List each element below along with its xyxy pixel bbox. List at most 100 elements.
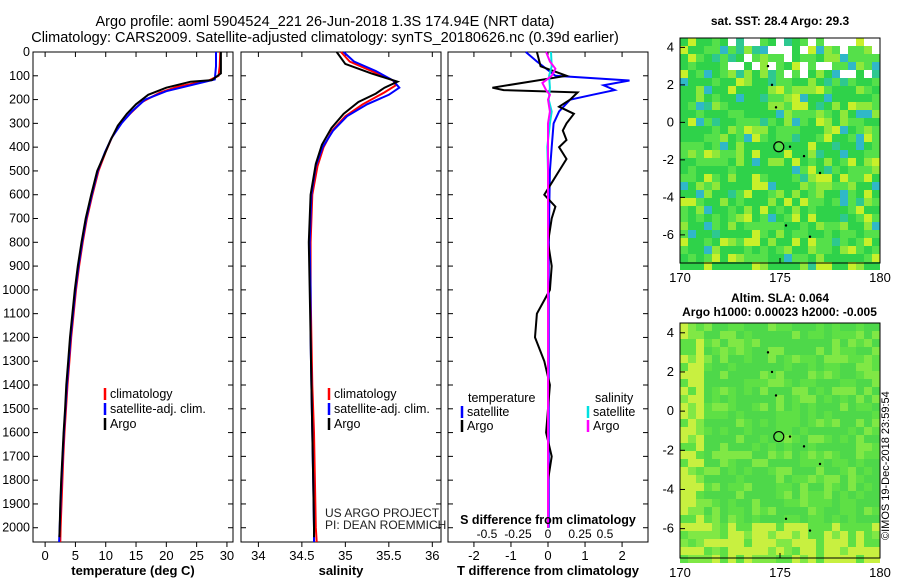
map-cell — [840, 515, 848, 523]
map-cell — [696, 339, 704, 347]
map-cell — [744, 158, 752, 166]
map-cell — [816, 435, 824, 443]
map-cell — [728, 118, 736, 126]
map-cell — [832, 427, 840, 435]
map-cell — [864, 435, 872, 443]
map-cell — [864, 102, 872, 110]
map-cell — [728, 166, 736, 174]
map-cell — [792, 54, 800, 62]
map-cell — [856, 86, 864, 94]
map-cell — [680, 499, 688, 507]
map-cell — [784, 515, 792, 523]
map-cell — [688, 46, 696, 54]
map-cell — [800, 222, 808, 230]
xtick-label-2-0: -2 — [468, 548, 480, 563]
map-cell — [816, 499, 824, 507]
map-cell — [808, 46, 816, 54]
map-cell — [832, 86, 840, 94]
map-cell — [832, 94, 840, 102]
map-cell — [736, 94, 744, 102]
map-xtick-label-4-2: 180 — [869, 565, 891, 580]
map-cell — [688, 142, 696, 150]
map-cell — [736, 238, 744, 246]
map-cell — [864, 331, 872, 339]
map-cell — [776, 403, 784, 411]
map-cell — [792, 150, 800, 158]
map-cell — [856, 190, 864, 198]
map-cell — [824, 411, 832, 419]
map-cell — [688, 483, 696, 491]
map-cell — [832, 515, 840, 523]
map-cell — [688, 491, 696, 499]
map-cell — [816, 523, 824, 531]
map-cell — [744, 331, 752, 339]
map-cell — [816, 86, 824, 94]
map-cell — [808, 491, 816, 499]
map-cell — [856, 403, 864, 411]
map-cell — [864, 166, 872, 174]
map-cell — [744, 238, 752, 246]
map-cell — [808, 411, 816, 419]
map-cell — [840, 475, 848, 483]
map-cell — [680, 238, 688, 246]
island-3-4 — [802, 154, 806, 158]
map-cell — [744, 46, 752, 54]
map-cell — [872, 158, 880, 166]
map-cell — [856, 475, 864, 483]
map-cell — [768, 427, 776, 435]
map-cell — [704, 427, 712, 435]
map-cell — [856, 459, 864, 467]
map-cell — [800, 150, 808, 158]
map-cell — [848, 134, 856, 142]
map-cell — [712, 70, 720, 78]
map-cell — [720, 54, 728, 62]
map-cell — [784, 158, 792, 166]
map-cell — [688, 54, 696, 62]
map-cell — [736, 555, 744, 563]
map-cell — [680, 174, 688, 182]
map-cell — [728, 323, 736, 331]
map-cell — [776, 78, 784, 86]
map-cell — [800, 347, 808, 355]
map-cell — [832, 174, 840, 182]
map-cell — [792, 339, 800, 347]
map-cell — [736, 126, 744, 134]
map-cell — [736, 150, 744, 158]
map-cell — [760, 254, 768, 262]
map-cell — [800, 555, 808, 563]
map-cell — [688, 254, 696, 262]
map-cell — [864, 46, 872, 54]
map-cell — [776, 515, 784, 523]
map-cell — [864, 118, 872, 126]
map-cell — [752, 451, 760, 459]
map-cell — [736, 539, 744, 547]
map-cell — [712, 246, 720, 254]
map-cell — [864, 214, 872, 222]
map-cell — [864, 443, 872, 451]
map-cell — [824, 387, 832, 395]
map-cell — [744, 419, 752, 427]
map-cell — [728, 78, 736, 86]
map-cell — [832, 491, 840, 499]
map-cell — [736, 531, 744, 539]
map-cell — [848, 355, 856, 363]
map-cell — [704, 230, 712, 238]
ytick-label-2: 200 — [9, 93, 30, 107]
map-cell — [688, 379, 696, 387]
map-cell — [872, 94, 880, 102]
map-cell — [680, 246, 688, 254]
map-cell — [720, 38, 728, 46]
map-cell — [768, 395, 776, 403]
map-cell — [840, 451, 848, 459]
map-cell — [792, 118, 800, 126]
map-cell — [856, 499, 864, 507]
map-cell — [760, 198, 768, 206]
map-cell — [728, 246, 736, 254]
map-cell — [728, 427, 736, 435]
map-cell — [792, 331, 800, 339]
map-cell — [768, 355, 776, 363]
map-cell — [680, 166, 688, 174]
map-cell — [816, 331, 824, 339]
map-cell — [696, 467, 704, 475]
map-cell — [816, 262, 824, 270]
